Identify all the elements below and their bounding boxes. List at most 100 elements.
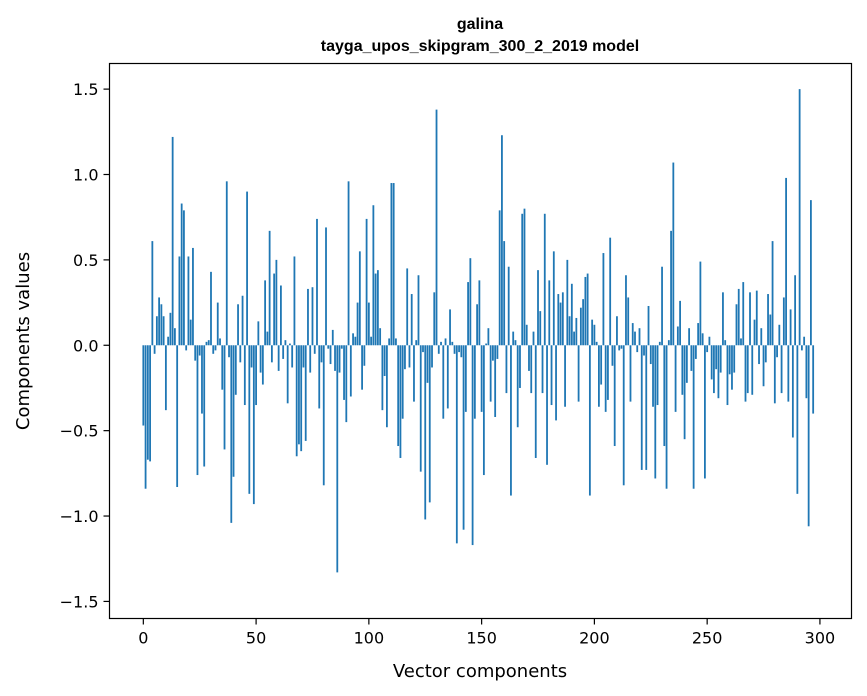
bar	[343, 345, 345, 400]
bar	[467, 282, 469, 346]
bar	[431, 345, 433, 368]
bar	[742, 282, 745, 346]
bar	[523, 208, 526, 346]
bar	[264, 280, 267, 346]
bar	[381, 345, 384, 411]
bar	[302, 345, 305, 368]
bar	[670, 230, 672, 346]
bar	[708, 336, 711, 346]
bar	[586, 273, 589, 346]
bar	[719, 345, 722, 373]
bar	[347, 181, 350, 346]
bar	[516, 345, 519, 428]
bar	[794, 275, 797, 346]
bar	[406, 268, 409, 346]
bar	[374, 273, 377, 346]
bar	[340, 345, 343, 349]
bar	[282, 345, 285, 359]
bar	[629, 345, 632, 402]
bar	[304, 345, 307, 441]
bar	[672, 162, 675, 346]
bar	[539, 311, 542, 346]
bar	[782, 297, 785, 346]
bar	[370, 336, 373, 346]
bar	[203, 345, 206, 467]
bar	[751, 345, 754, 395]
bar	[216, 302, 219, 346]
bar	[422, 345, 424, 353]
bar	[476, 304, 479, 346]
bar	[555, 345, 557, 421]
bar	[223, 345, 226, 450]
bar	[789, 309, 792, 346]
bar	[158, 297, 161, 346]
chart-title: galina	[457, 16, 503, 33]
bar	[298, 345, 300, 445]
bar	[496, 345, 499, 359]
plot-frame	[108, 62, 853, 620]
bar	[724, 340, 727, 346]
bar	[658, 341, 661, 346]
bar	[643, 345, 645, 356]
bar	[365, 218, 368, 346]
bar	[273, 273, 276, 346]
bar	[638, 328, 641, 346]
bar	[167, 336, 170, 346]
bar	[489, 345, 492, 402]
bar	[171, 136, 174, 346]
bar	[185, 345, 188, 351]
bar	[270, 345, 273, 363]
bar	[372, 205, 375, 346]
bar	[625, 275, 627, 346]
bar	[207, 340, 210, 346]
bar	[575, 317, 578, 346]
bar	[737, 288, 740, 346]
bar	[327, 345, 330, 349]
bar	[791, 345, 794, 438]
bar	[437, 345, 440, 354]
bar	[395, 338, 397, 346]
bar	[690, 345, 693, 371]
bar	[248, 345, 251, 494]
bar	[579, 307, 582, 346]
bar	[487, 328, 490, 346]
bar	[773, 345, 776, 404]
bar	[810, 200, 812, 346]
y-tick-label: 1.0	[73, 166, 98, 185]
bar	[694, 345, 697, 359]
bar	[266, 331, 269, 346]
bar	[261, 345, 264, 385]
bar	[320, 345, 323, 363]
y-tick-label: −0.5	[60, 422, 99, 441]
bar	[744, 345, 747, 402]
bar	[399, 345, 402, 458]
bar	[178, 256, 181, 346]
bar	[498, 210, 501, 346]
bar	[503, 241, 506, 346]
bar	[798, 89, 801, 346]
bar	[640, 345, 643, 470]
bar	[196, 345, 199, 476]
bar	[169, 312, 172, 346]
bar	[769, 314, 772, 346]
bar	[464, 345, 467, 412]
bar	[410, 294, 413, 346]
bar	[404, 345, 406, 370]
bar	[469, 258, 472, 346]
bar	[764, 345, 767, 363]
bar	[397, 345, 400, 447]
bar	[316, 218, 318, 346]
bar	[699, 261, 702, 346]
y-tick-label: −1.0	[60, 507, 99, 526]
bar	[286, 345, 289, 404]
bar	[548, 280, 551, 346]
bar	[485, 343, 488, 346]
bar	[683, 345, 686, 440]
bar	[706, 345, 709, 353]
bar	[679, 300, 681, 346]
bar	[176, 345, 179, 488]
bar	[142, 345, 145, 426]
y-axis-label: Components values	[13, 252, 34, 430]
bar	[762, 345, 765, 387]
bar	[785, 177, 787, 346]
